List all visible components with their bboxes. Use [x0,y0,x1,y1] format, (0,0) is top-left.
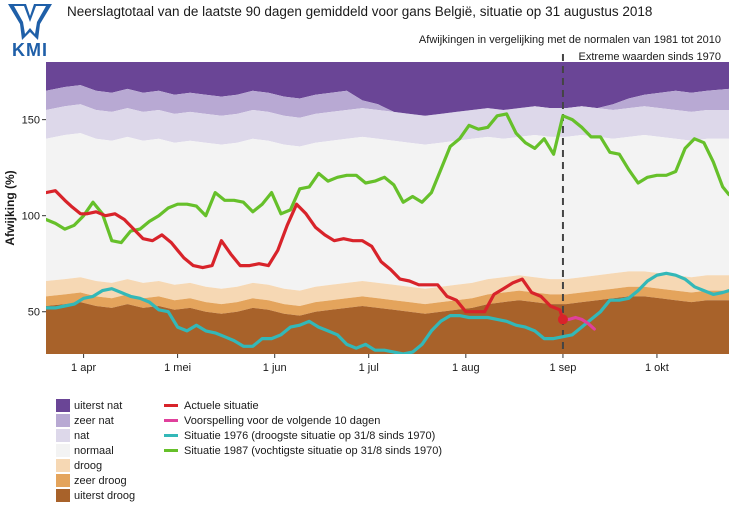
kmi-logo: KMI [4,2,56,64]
legend-band-item: normaal [56,443,135,458]
forecast-line [561,315,596,331]
subtitle-normals: Afwijkingen in vergelijking met de norma… [418,34,721,46]
legend-band-label: uiterst nat [74,399,123,412]
legend-band-swatch [56,474,70,487]
legend-line-swatch [164,404,178,407]
band-zeer-droog [46,286,729,316]
kmi-logo-mark [8,4,52,40]
situation-1987-line [46,112,729,245]
legend-line-item: Situatie 1976 (droogste situatie op 31/8… [164,428,442,443]
legend-band-swatch [56,399,70,412]
x-tick-label: 1 jun [263,362,287,374]
legend-line-item: Voorspelling voor de volgende 10 dagen [164,413,442,428]
legend-line-label: Situatie 1976 (droogste situatie op 31/8… [184,429,436,442]
legend-line-label: Voorspelling voor de volgende 10 dagen [184,414,381,427]
legend-band-item: uiterst nat [56,398,135,413]
legend-band-label: uiterst droog [74,489,136,502]
legend-line-item: Actuele situatie [164,398,442,413]
x-tick-label: 1 sep [549,362,576,374]
band-droog [46,271,729,306]
actual-situation-line [46,189,565,321]
subtitle-extremes: Extreme waarden sinds 1970 [578,51,721,63]
x-tick-label: 1 okt [645,362,669,374]
legend-band-swatch [56,429,70,442]
band-legend: uiterst nat zeer nat nat normaal droog z… [56,398,135,503]
line-legend: Actuele situatie Voorspelling voor de vo… [164,398,442,458]
legend-band-swatch [56,489,70,502]
legend-band-label: droog [74,459,103,472]
legend-line-swatch [164,449,178,452]
x-tick-label: 1 apr [71,362,96,374]
x-tick-label: 1 jul [359,362,379,374]
situation-1976-line [46,271,729,354]
legend-band-swatch [56,444,70,457]
y-tick-label: 150 [22,115,40,127]
legend-line-label: Actuele situatie [184,399,259,412]
legend-band-item: nat [56,428,135,443]
legend-line-label: Situatie 1987 (vochtigste situatie op 31… [184,444,443,457]
kmi-logo-text: KMI [12,40,48,60]
y-tick-label: 100 [22,211,40,223]
legend-line-swatch [164,434,178,437]
chart-title: Neerslagtotaal van de laatste 90 dagen g… [67,4,653,19]
legend-band-item: uiterst droog [56,488,135,503]
legend-band-label: normaal [74,444,114,457]
band-uiterst-nat [46,62,729,128]
legend-band-swatch [56,414,70,427]
legend-band-label: nat [74,429,90,442]
legend-band-item: droog [56,458,135,473]
legend-line-swatch [164,419,178,422]
band-zeer-nat [46,85,729,128]
x-tick-label: 1 aug [452,362,480,374]
current-situation-point [557,314,568,325]
legend-band-label: zeer droog [74,474,127,487]
legend-band-label: zeer nat [74,414,114,427]
x-tick-label: 1 mei [164,362,191,374]
y-axis-label: Afwijking (%) [3,170,17,245]
legend-band-swatch [56,459,70,472]
legend-band-item: zeer droog [56,473,135,488]
legend-line-item: Situatie 1987 (vochtigste situatie op 31… [164,443,442,458]
legend-band-item: zeer nat [56,413,135,428]
y-tick-label: 50 [28,307,40,319]
